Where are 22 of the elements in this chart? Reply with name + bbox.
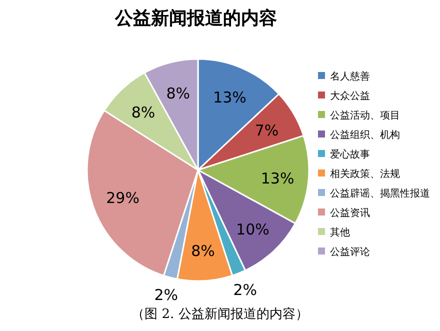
legend-label: 公益活动、项目: [330, 110, 400, 122]
data-label: 10%: [236, 220, 270, 238]
data-label: 2%: [154, 286, 178, 304]
data-label: 8%: [166, 84, 190, 103]
text: （图 2. 公益新闻报道的内容）: [132, 306, 308, 322]
data-label: 29%: [106, 189, 140, 208]
data-label: 13%: [213, 88, 246, 107]
data-label: 13%: [260, 170, 294, 188]
legend-label: 大众公益: [330, 90, 370, 102]
data-label: 7%: [254, 121, 279, 140]
legend-label: 其他: [330, 226, 350, 238]
legend-label: 公益组织、机构: [330, 129, 400, 141]
legend-label: 公益资讯: [330, 207, 370, 219]
legend-label: 公益评论: [330, 246, 370, 258]
data-label: 8%: [131, 104, 156, 122]
chart-title: 公益新闻报道的内容: [114, 8, 277, 29]
legend-label: 名人慈善: [330, 70, 370, 82]
legend-label: 公益辟谣、揭黑性报道: [330, 188, 430, 200]
legend-label: 爱心故事: [330, 148, 370, 160]
data-label: 2%: [233, 281, 258, 300]
data-label: 8%: [191, 242, 215, 260]
legend-label: 相关政策、法规: [330, 168, 400, 180]
